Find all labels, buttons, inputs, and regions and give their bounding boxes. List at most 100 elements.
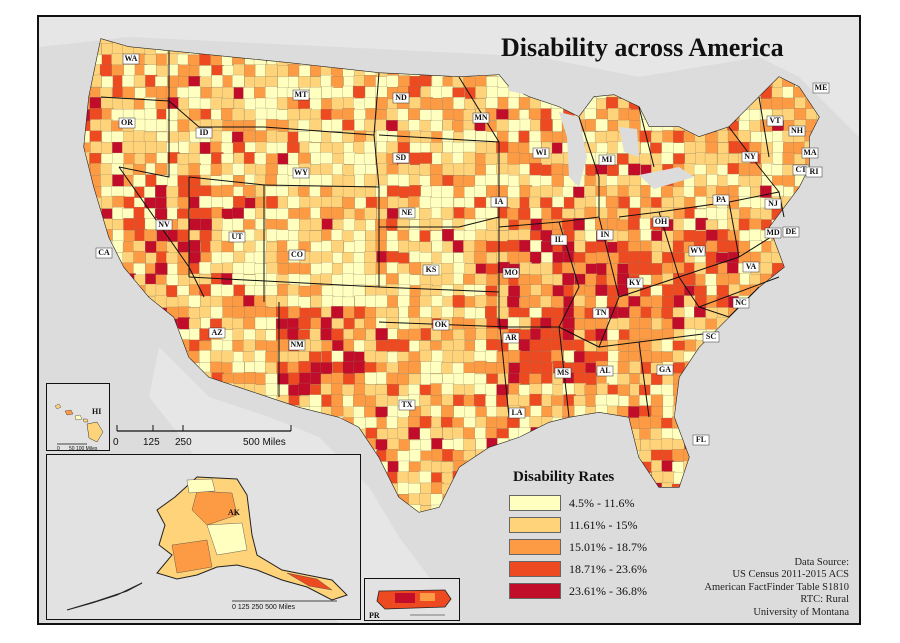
county-cell [243, 372, 257, 385]
county-cell [84, 230, 91, 243]
county-cell [685, 516, 697, 528]
county-cell [705, 273, 718, 286]
county-cell [683, 417, 696, 430]
county-cell [342, 218, 356, 231]
county-cell [628, 229, 641, 242]
county-cell [298, 382, 311, 396]
county-cell [827, 461, 839, 473]
county-cell [386, 108, 399, 121]
county-cell [397, 373, 410, 387]
county-cell [221, 42, 234, 55]
state-label-ut: UT [231, 232, 243, 241]
county-cell [616, 219, 630, 233]
county-cell [596, 428, 609, 441]
county-cell [486, 437, 499, 451]
county-cell [288, 372, 301, 385]
county-cell [640, 229, 653, 242]
county-cell [210, 163, 224, 176]
county-cell [771, 351, 784, 364]
county-cell [210, 97, 223, 110]
county-cell [595, 417, 608, 430]
county-cell [442, 505, 455, 512]
county-cell [518, 450, 532, 464]
county-cell [387, 461, 400, 474]
county-cell [167, 131, 181, 144]
county-cell [419, 493, 432, 506]
puerto-rico-inset: PR [364, 578, 460, 621]
county-cell [233, 63, 246, 77]
county-cell [606, 394, 619, 407]
county-cell [573, 372, 587, 385]
county-cell [408, 108, 421, 121]
county-cell [726, 173, 740, 187]
county-cell [639, 75, 652, 88]
county-cell [298, 76, 311, 89]
county-cell [507, 394, 520, 407]
county-cell [453, 207, 466, 220]
county-cell [166, 285, 179, 298]
county-cell [540, 328, 553, 341]
county-cell [342, 130, 355, 143]
county-cell [694, 372, 707, 385]
county-cell [794, 317, 807, 330]
county-cell [815, 306, 819, 319]
county-cell [760, 285, 773, 298]
county-cell [332, 54, 345, 67]
county-cell [760, 395, 773, 408]
county-cell [771, 252, 784, 265]
county-cell [442, 175, 455, 188]
county-cell [639, 98, 653, 111]
state-label-box [764, 198, 782, 210]
state-label-box [712, 194, 730, 206]
county-cell [815, 329, 819, 342]
county-cell [243, 129, 256, 143]
county-cell [430, 174, 443, 187]
county-cell [748, 339, 762, 352]
county-cell [616, 153, 630, 166]
county-cell [496, 306, 509, 320]
county-cell [705, 482, 718, 495]
county-cell [199, 65, 212, 78]
county-cell [628, 207, 641, 220]
county-cell [365, 416, 378, 430]
county-cell [694, 130, 707, 143]
county-cell [761, 515, 773, 527]
county-cell [638, 416, 652, 429]
county-cell [706, 450, 720, 463]
county-cell [684, 98, 697, 111]
county-cell [309, 394, 322, 407]
county-cell [816, 504, 819, 512]
county-cell [397, 339, 410, 352]
county-cell [265, 383, 278, 396]
county-cell [199, 261, 212, 275]
county-cell [331, 174, 345, 187]
county-cell [232, 306, 245, 319]
county-cell [749, 417, 762, 430]
county-cell [430, 405, 443, 418]
county-cell [704, 152, 718, 166]
county-cell [497, 493, 510, 506]
county-cell [101, 351, 114, 364]
county-cell [111, 316, 125, 330]
county-cell [321, 53, 335, 66]
county-cell [639, 428, 652, 441]
county-cell [90, 328, 103, 341]
county-cell [188, 239, 201, 253]
county-cell [695, 394, 709, 407]
county-cell [486, 515, 498, 527]
county-cell [452, 64, 466, 77]
county-cell [386, 317, 399, 330]
state-label-tn: TN [595, 308, 606, 317]
county-cell [221, 284, 234, 297]
county-cell [828, 186, 840, 198]
county-cell [275, 328, 289, 342]
county-cell [629, 306, 642, 319]
us-map: WAORIDMTWYNVCAUTCOAZNMNDSDNEKSOKTXMNIAMO… [39, 17, 859, 623]
county-cell [727, 405, 741, 418]
county-cell [617, 307, 630, 320]
county-cell [552, 438, 565, 451]
county-cell [782, 450, 795, 463]
county-cell [683, 494, 696, 507]
county-cell [794, 108, 807, 121]
state-label-box [288, 339, 306, 351]
